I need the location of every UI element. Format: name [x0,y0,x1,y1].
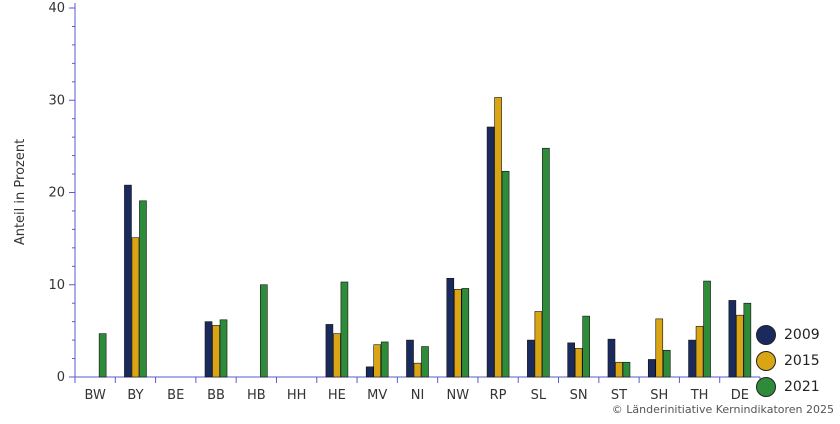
x-tick-label: BE [167,388,184,403]
x-tick-label: BB [207,388,225,403]
y-axis: 0 10 20 30 40 [48,1,76,385]
bar-2009-SN [567,342,575,378]
bar-2021-MV [380,341,389,378]
x-tick-label: SL [531,388,547,403]
bar-2015-SN [574,348,583,378]
legend-swatch-2021 [756,377,776,397]
bar-2021-BW [98,333,107,378]
bar-2015-HE [333,333,341,378]
x-tick-label: SH [650,388,668,403]
x-tick-label: NI [411,388,425,403]
x-tick-label: SN [570,388,588,403]
bar-2021-NW [461,288,470,378]
bar-2009-ST [607,338,616,378]
legend-label-2015: 2015 [784,353,820,369]
bar-2021-NI [421,346,429,378]
bar-2021-DE [743,302,752,378]
y-tick-label: 0 [57,370,65,385]
x-tick-label: BW [84,388,105,403]
legend-item-2021: 2021 [756,374,820,400]
bar-2009-TH [688,339,696,378]
y-tick-label: 40 [48,1,65,16]
bar-2015-TH [695,325,704,378]
bar-2021-HE [340,281,349,378]
x-tick-label: DE [731,388,749,403]
bar-2021-RP [501,170,510,378]
x-tick-label: BY [127,388,143,403]
x-tick-label: HH [287,388,307,403]
bar-2021-HB [260,284,268,378]
x-tick-label: HB [247,388,266,403]
legend-label-2021: 2021 [784,379,820,395]
bar-2015-RP [494,97,502,378]
y-tick-label: 20 [48,186,65,201]
legend: 2009 2015 2021 [756,322,820,400]
x-tick-label: ST [611,388,627,403]
bar-2021-TH [703,280,711,378]
copyright-credit: © Länderinitiative Kernindikatoren 2025 [611,403,834,416]
legend-item-2015: 2015 [756,348,820,374]
y-tick-label: 10 [48,278,65,293]
bar-2009-BY [124,184,132,378]
bar-2021-SH [662,349,671,378]
legend-label-2009: 2009 [784,327,820,343]
bar-2009-RP [486,126,495,378]
bar-2021-SL [542,147,550,378]
bar-2009-NI [406,339,414,378]
bar-2009-HE [325,324,334,378]
bar-2015-NI [413,362,422,378]
legend-item-2009: 2009 [756,322,820,348]
legend-swatch-2015 [756,351,776,371]
bar-2009-BB [204,321,213,378]
bar-2015-MV [373,344,382,378]
x-tick-label: HE [328,388,346,403]
bar-2009-SL [527,339,535,378]
bar-2015-BB [212,325,220,378]
x-tick-label: MV [367,388,387,403]
bar-2015-SH [655,318,664,378]
y-tick-label: 30 [48,93,65,108]
bar-2021-BB [219,319,228,378]
bar-2021-SN [582,315,590,378]
bar-2021-BY [139,200,147,378]
bar-2021-ST [622,361,631,378]
y-axis-label: Anteil in Prozent [13,139,28,245]
bars-group [98,97,752,378]
bar-2015-SL [534,311,543,378]
bar-2015-NW [453,289,462,378]
legend-swatch-2009 [756,325,776,345]
bar-2009-MV [365,366,374,378]
x-tick-label: NW [446,388,469,403]
bar-2015-ST [615,361,623,378]
x-tick-label: RP [490,388,507,403]
bar-2009-SH [647,359,656,378]
bar-2015-BY [131,237,140,378]
bar-2009-NW [446,277,455,378]
x-tick-label: TH [690,388,709,403]
bar-2009-DE [728,300,737,378]
x-axis: BW BY BE BB HB HH HE MV NI NW RP SL SN ST SH TH DE [74,376,761,403]
bar-2015-DE [736,314,744,378]
